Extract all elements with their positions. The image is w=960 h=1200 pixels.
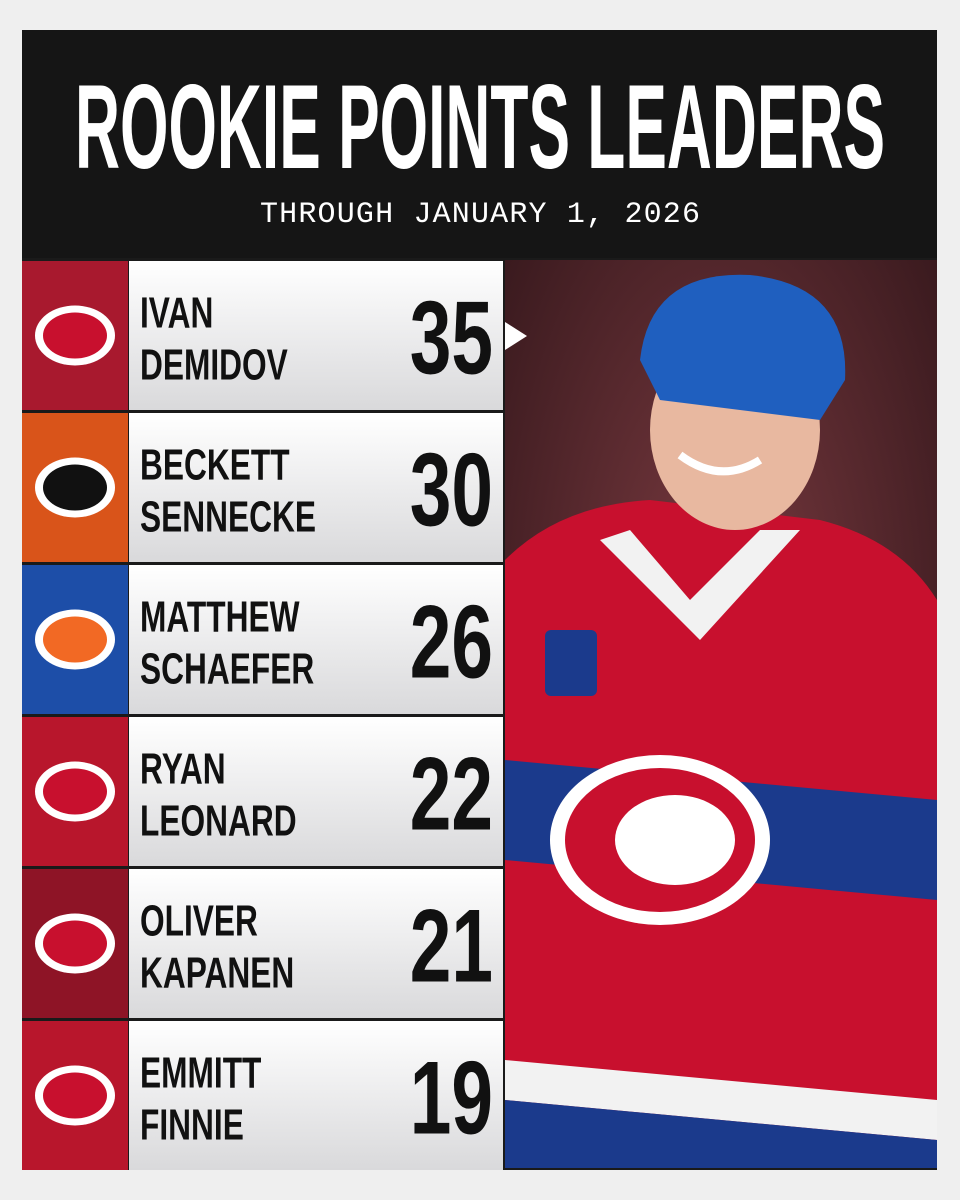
first-name: OLIVER (140, 896, 258, 945)
pointer-arrow (505, 322, 527, 350)
first-name: RYAN (140, 744, 226, 793)
team-logo-inner (43, 1072, 107, 1119)
points: 22 (410, 737, 493, 853)
header-panel (22, 30, 937, 258)
first-name: BECKETT (140, 440, 290, 489)
name-panel (129, 413, 503, 562)
name-panel (129, 1021, 503, 1170)
subtitle: THROUGH JANUARY 1, 2026 (260, 198, 700, 232)
team-logo-inner (43, 464, 107, 511)
team-logo-inner (43, 920, 107, 967)
name-panel (129, 261, 503, 410)
points: 26 (410, 585, 493, 701)
last-name: SCHAEFER (140, 644, 314, 693)
last-name: KAPANEN (140, 948, 294, 997)
player-photo (505, 260, 937, 1168)
points: 19 (410, 1041, 493, 1157)
last-name: FINNIE (140, 1100, 244, 1149)
last-name: SENNECKE (140, 492, 316, 541)
name-panel (129, 717, 503, 866)
team-logo-inner (43, 616, 107, 663)
points: 30 (410, 433, 493, 549)
team-logo-inner (43, 768, 107, 815)
title: ROOKIE POINTS LEADERS (75, 60, 885, 194)
last-name: LEONARD (140, 796, 297, 845)
name-panel (129, 565, 503, 714)
last-name: DEMIDOV (140, 340, 288, 389)
first-name: EMMITT (140, 1048, 261, 1097)
name-panel (129, 869, 503, 1018)
team-logo-inner (43, 312, 107, 359)
points: 21 (410, 889, 493, 1005)
first-name: IVAN (140, 288, 213, 337)
points: 35 (410, 281, 493, 397)
first-name: MATTHEW (140, 592, 300, 641)
